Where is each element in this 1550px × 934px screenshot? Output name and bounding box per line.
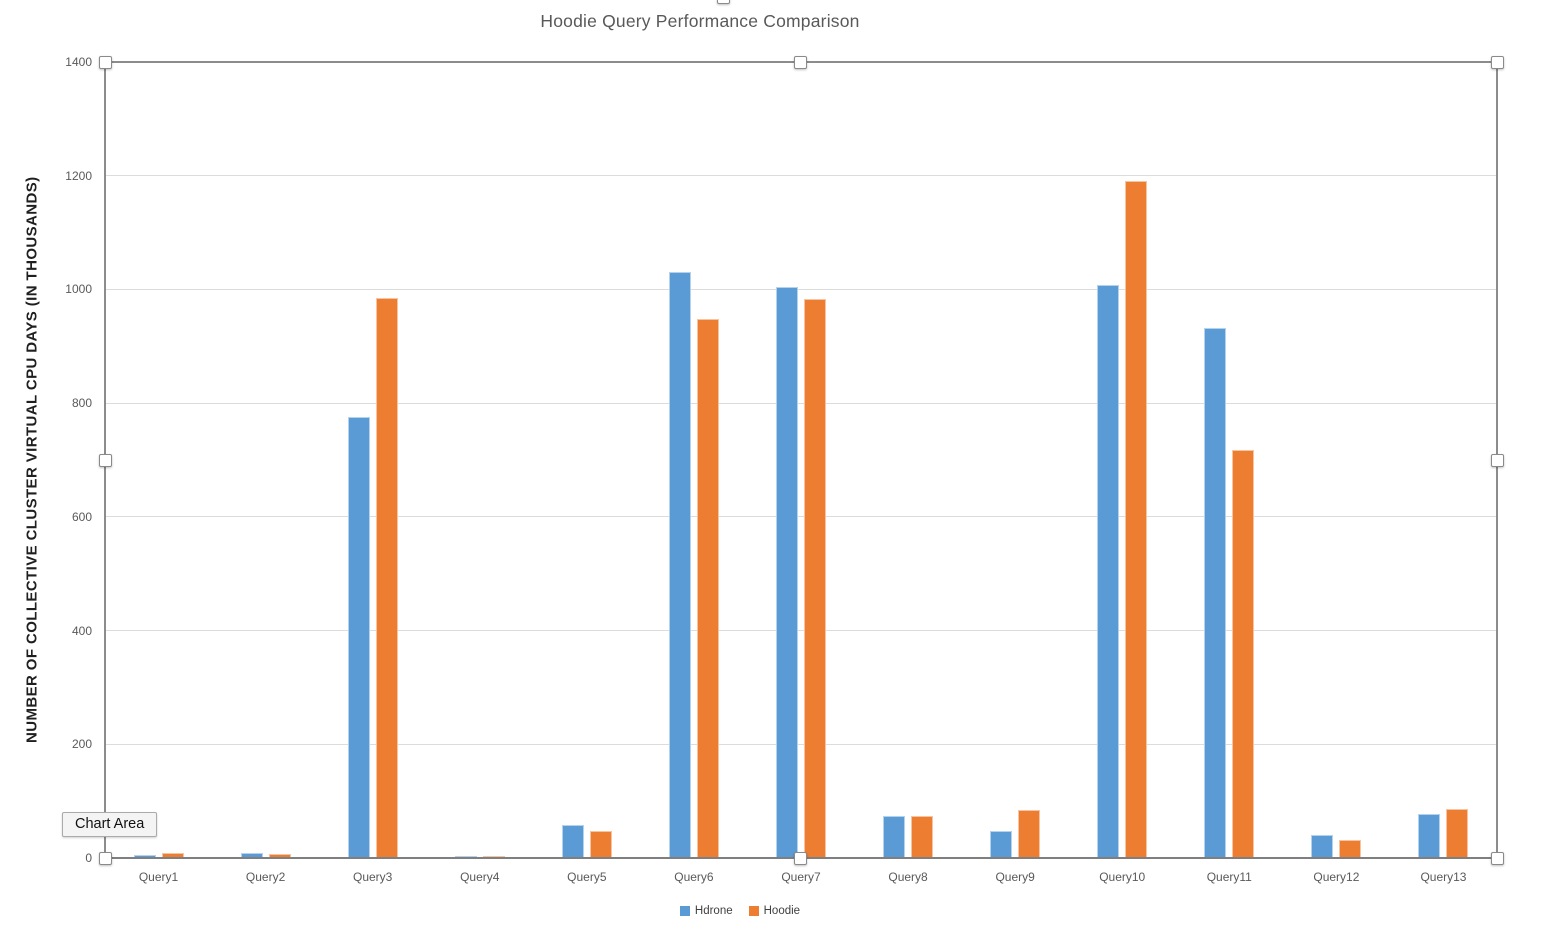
- bar-hoodie-query5[interactable]: [589, 830, 612, 858]
- bar-hoodie-query9[interactable]: [1018, 809, 1041, 858]
- gridline-y-200: [105, 743, 1497, 745]
- y-tick-label-0: 0: [85, 851, 92, 865]
- bar-hoodie-query8[interactable]: [911, 816, 934, 858]
- y-tick-label-400: 400: [71, 623, 92, 638]
- x-axis-label-query10: Query10: [1099, 870, 1146, 884]
- x-axis-label-query12: Query12: [1313, 870, 1360, 884]
- x-axis-label-query1: Query1: [138, 870, 179, 884]
- x-axis-label-query11: Query11: [1206, 870, 1252, 884]
- legend-label: Hoodie: [763, 905, 801, 917]
- chart-title[interactable]: Hoodie Query Performance Comparison: [540, 11, 860, 31]
- x-axis-label-query13: Query13: [1420, 870, 1467, 884]
- y-tick-label-1000: 1000: [65, 282, 92, 297]
- gridline-y-600: [105, 516, 1497, 518]
- x-axis-label-query7: Query7: [781, 870, 821, 884]
- selection-handle-chart-top-partial[interactable]: [716, 0, 730, 4]
- selection-handle-mid-right[interactable]: [1490, 453, 1504, 467]
- y-tick-label-600: 600: [71, 509, 92, 524]
- selection-handle-bottom-left[interactable]: [98, 851, 112, 865]
- bar-hdrone-query9[interactable]: [990, 831, 1013, 858]
- bar-hoodie-query7[interactable]: [804, 299, 826, 858]
- legend-swatch-icon: [679, 906, 690, 916]
- bar-hoodie-query3[interactable]: [375, 297, 398, 858]
- bar-hdrone-query10[interactable]: [1097, 284, 1120, 858]
- x-axis-label-query4: Query4: [460, 870, 500, 884]
- x-axis-label-query6: Query6: [674, 870, 714, 884]
- gridline-y-1000: [105, 288, 1497, 290]
- y-tick-label-200: 200: [71, 737, 92, 752]
- gridline-y-800: [105, 402, 1497, 404]
- bar-hdrone-query3[interactable]: [347, 417, 370, 858]
- bar-hdrone-query5[interactable]: [561, 825, 584, 858]
- bar-hdrone-query12[interactable]: [1311, 835, 1334, 858]
- x-axis-label-query2: Query2: [245, 870, 286, 884]
- bar-hdrone-query11[interactable]: [1204, 327, 1227, 858]
- bar-hdrone-query7[interactable]: [776, 286, 798, 858]
- legend-item-hoodie[interactable]: Hoodie: [748, 905, 801, 917]
- selection-handle-mid-left[interactable]: [98, 453, 112, 467]
- legend-item-hdrone[interactable]: Hdrone: [679, 905, 733, 917]
- selection-handle-bottom-right[interactable]: [1490, 851, 1504, 865]
- bar-hoodie-query10[interactable]: [1125, 180, 1148, 858]
- y-tick-label-800: 800: [71, 396, 92, 411]
- bar-hdrone-query13[interactable]: [1418, 813, 1441, 858]
- bar-hoodie-query13[interactable]: [1446, 808, 1469, 858]
- bar-hoodie-query11[interactable]: [1232, 450, 1255, 858]
- y-tick-label-1200: 1200: [65, 168, 92, 183]
- legend[interactable]: Hdrone Hoodie: [0, 905, 1480, 917]
- legend-swatch-icon: [748, 906, 759, 916]
- y-tick-label-1400: 1400: [65, 55, 92, 69]
- gridline-y-1200: [105, 175, 1497, 177]
- selection-handle-top-left[interactable]: [98, 55, 112, 69]
- bar-hoodie-query6[interactable]: [696, 318, 719, 858]
- selection-handle-top-right[interactable]: [1490, 55, 1504, 69]
- bar-hdrone-query6[interactable]: [668, 272, 691, 858]
- legend-label: Hdrone: [694, 905, 733, 917]
- bar-hdrone-query8[interactable]: [883, 816, 906, 858]
- x-axis-label-query5: Query5: [567, 870, 607, 884]
- chart-area-tooltip: Chart Area: [62, 812, 158, 837]
- x-axis-label-query9: Query9: [995, 870, 1035, 884]
- selection-handle-top-center[interactable]: [793, 55, 807, 69]
- x-axis-label-query8: Query8: [888, 870, 928, 884]
- gridline-y-400: [105, 630, 1497, 632]
- x-axis-label-query3: Query3: [353, 870, 393, 884]
- selection-handle-bottom-center[interactable]: [793, 851, 807, 865]
- bar-hoodie-query12[interactable]: [1339, 839, 1362, 858]
